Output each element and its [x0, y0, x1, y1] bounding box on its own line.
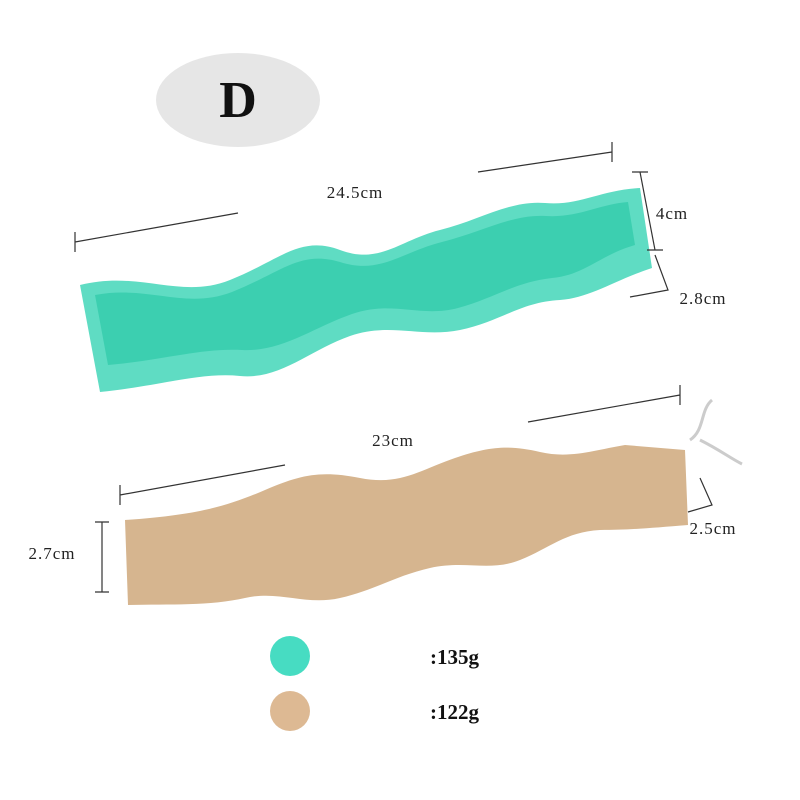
- dimension-label: 24.5cm: [327, 183, 384, 202]
- color-swatch: [270, 691, 310, 731]
- dimension-line: [119, 385, 681, 505]
- dimension-line: [632, 171, 663, 251]
- color-swatch: [270, 636, 310, 676]
- dimension-label: 2.7cm: [28, 544, 75, 563]
- candle: [125, 445, 688, 605]
- mold-cavity: [95, 202, 635, 365]
- dimension-label: 2.5cm: [689, 519, 736, 538]
- dimension-line: [629, 254, 669, 298]
- dimension-label: 2.8cm: [679, 289, 726, 308]
- dimension-line: [74, 142, 613, 252]
- dimension-label: 4cm: [656, 204, 688, 223]
- badge: [156, 53, 320, 147]
- dimension-line: [687, 477, 713, 513]
- weight-label: :135g: [430, 645, 479, 669]
- badge-label: D: [219, 72, 257, 129]
- wick: [689, 398, 743, 466]
- dimension-line: [95, 521, 109, 593]
- dimension-label: 23cm: [372, 431, 414, 450]
- weight-label: :122g: [430, 700, 479, 724]
